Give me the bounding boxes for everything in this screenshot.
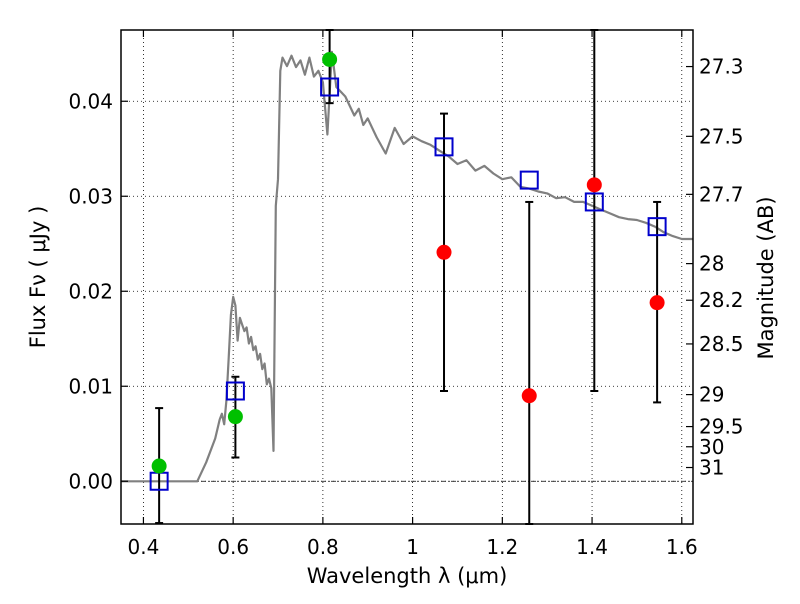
axis-ticks: 0.4 0.6 0.8 1 1.2 1.4 1.6 0.00 0.01 0.02 0.03 0.04 2… xyxy=(68,30,744,559)
circle-marker xyxy=(586,177,602,193)
circle-marker xyxy=(322,51,338,67)
sed-line xyxy=(121,50,693,483)
circle-marker xyxy=(436,244,452,260)
magnitude-tick-label: 29.5 xyxy=(699,415,744,439)
circle-marker xyxy=(151,458,167,474)
x-tick-label: 1 xyxy=(406,535,419,559)
y-tick-label: 0.01 xyxy=(68,374,113,398)
x-tick-label: 1.6 xyxy=(666,535,698,559)
plot-frame xyxy=(120,29,694,525)
magnitude-tick-label: 29 xyxy=(699,383,724,407)
square-marker xyxy=(519,170,539,190)
magnitude-tick-label: 28.2 xyxy=(699,288,744,312)
square-marker xyxy=(225,381,245,401)
magnitude-tick-label: 27.3 xyxy=(699,55,744,79)
circle-marker xyxy=(521,388,537,404)
magnitude-tick-label: 27.5 xyxy=(699,124,744,148)
data-markers xyxy=(149,51,667,491)
magnitude-tick-label: 30 xyxy=(699,435,724,459)
x-tick-label: 1.4 xyxy=(576,535,608,559)
y-tick-label: 0.04 xyxy=(68,89,113,113)
square-marker xyxy=(584,192,604,212)
y-tick-label: 0.00 xyxy=(68,469,113,493)
x-tick-label: 0.6 xyxy=(217,535,249,559)
x-axis-label: Wavelength λ (μm) xyxy=(307,564,508,588)
y-tick-label: 0.02 xyxy=(68,279,113,303)
grid xyxy=(121,30,693,524)
square-marker xyxy=(434,137,454,157)
error-bars xyxy=(155,29,662,525)
circle-marker xyxy=(227,409,243,425)
x-tick-label: 0.4 xyxy=(128,535,160,559)
error-bar xyxy=(525,200,534,525)
magnitude-tick-label: 27.7 xyxy=(699,182,744,206)
y-axis-label: Flux Fν ( μJy ) xyxy=(26,206,50,349)
y-tick-label: 0.03 xyxy=(68,184,113,208)
square-marker xyxy=(647,217,667,237)
axis-labels: Wavelength λ (μm) Flux Fν ( μJy ) Magnit… xyxy=(26,196,778,588)
sed-model-line xyxy=(121,50,693,483)
magnitude-axis-label: Magnitude (AB) xyxy=(754,196,778,359)
magnitude-tick-label: 31 xyxy=(699,456,724,480)
circle-marker xyxy=(649,295,665,311)
square-marker xyxy=(320,77,340,97)
x-tick-label: 1.2 xyxy=(486,535,518,559)
x-tick-label: 0.8 xyxy=(307,535,339,559)
magnitude-tick-label: 28 xyxy=(699,252,724,276)
magnitude-tick-label: 28.5 xyxy=(699,332,744,356)
